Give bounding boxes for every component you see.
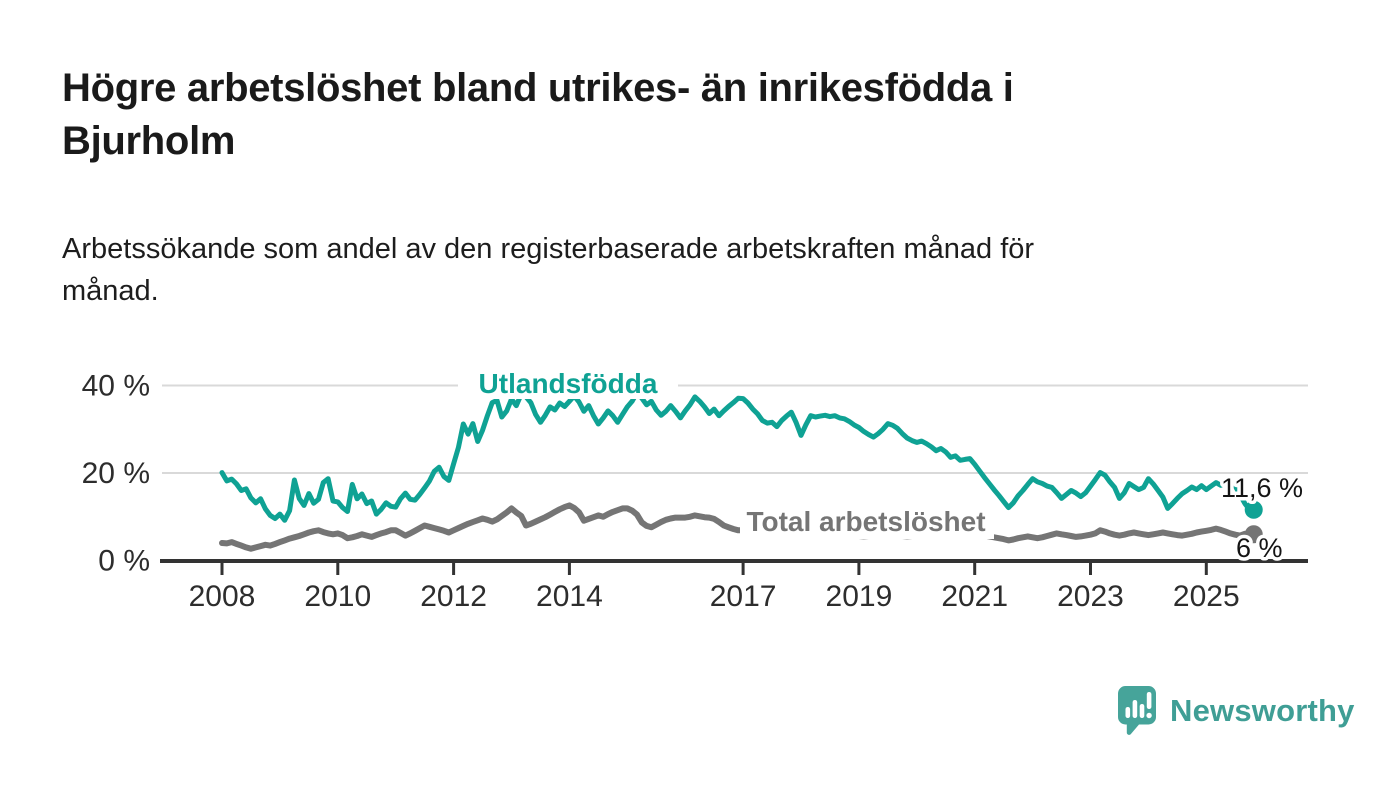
x-tick-label: 2017 <box>710 580 777 613</box>
y-tick-label: 40 % <box>82 370 150 403</box>
series-line-total <box>219 502 1253 552</box>
end-dot-total <box>1244 525 1263 544</box>
chart-subtitle-line2: månad. <box>62 275 159 307</box>
y-tick-label: 0 % <box>98 545 150 578</box>
end-point-dots <box>1244 500 1263 544</box>
x-tick-label: 2025 <box>1173 580 1240 613</box>
series-line-utlandsfodda <box>219 390 1253 523</box>
newsworthy-wordmark: Newsworthy <box>1170 693 1355 728</box>
series-label-bg-total <box>740 502 994 539</box>
x-tick-label: 2014 <box>536 580 603 613</box>
x-tick-label: 2023 <box>1057 580 1124 613</box>
page-title: Högre arbetslöshet bland utrikes- än inr… <box>62 62 1252 168</box>
end-value-label-total: 6 % <box>1236 533 1283 563</box>
x-tick-label: 2021 <box>941 580 1008 613</box>
series-label-total: Total arbetslöshet <box>746 506 985 537</box>
x-tick-label: 2010 <box>304 580 371 613</box>
end-dot-utlandsfodda <box>1244 500 1263 519</box>
y-axis-labels: 0 % 20 % 40 % <box>82 370 150 578</box>
x-tick-label: 2019 <box>826 580 893 613</box>
chart-subtitle-line1: Arbetssökande som andel av den registerb… <box>62 233 1035 265</box>
x-axis-ticks: 2008 2010 2012 2014 2017 2019 2021 2023 2025 <box>189 561 1240 613</box>
speech-bubble-bar-chart-icon <box>1118 686 1156 735</box>
series-label-bg-utlandsfodda <box>458 366 678 399</box>
x-tick-label: 2012 <box>420 580 487 613</box>
series-label-utlandsfodda: Utlandsfödda <box>479 368 658 399</box>
y-tick-label: 20 % <box>82 457 150 490</box>
page-title-line1: Högre arbetslöshet bland utrikes- än inr… <box>62 66 1014 110</box>
x-tick-label: 2008 <box>189 580 256 613</box>
series-lines <box>219 390 1253 552</box>
page-title-line2: Bjurholm <box>62 119 236 163</box>
end-value-label-utlandsfodda: 11,6 % <box>1221 473 1303 503</box>
chart-subtitle: Arbetssökande som andel av den registerb… <box>62 228 1302 312</box>
gridlines <box>162 384 1308 474</box>
newsworthy-logo[interactable]: Newsworthy <box>1116 684 1355 738</box>
